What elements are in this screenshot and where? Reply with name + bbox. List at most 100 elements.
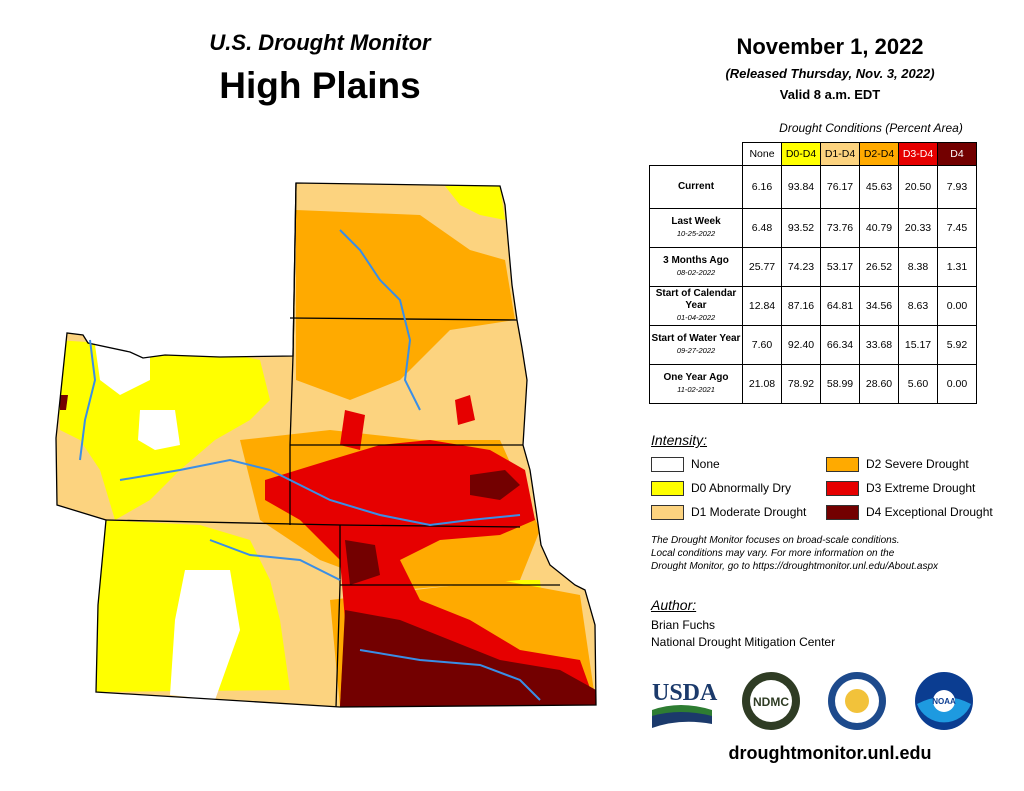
table-cell: 6.48 (742, 208, 782, 248)
legend-label: D4 Exceptional Drought (866, 505, 993, 519)
legend-swatch (651, 456, 684, 472)
table-row: Current 6.16 93.84 76.17 45.63 20.50 7.9… (649, 165, 977, 209)
table-cell: 7.60 (742, 325, 782, 365)
row-label: Current (677, 181, 715, 192)
legend-label: D3 Extreme Drought (866, 481, 976, 495)
row-date: 09-27-2022 (676, 346, 716, 355)
table-row: Start of Calendar Year 01-04-2022 12.84 8… (649, 286, 977, 326)
table-cell: 34.56 (859, 286, 899, 326)
noaa-logo: NOAA (915, 672, 973, 730)
table-cell: 66.34 (820, 325, 860, 365)
none-area-colorado (170, 570, 240, 700)
table-cell: 64.81 (820, 286, 860, 326)
table-cell: 26.52 (859, 247, 899, 287)
table-row: One Year Ago 11-02-2021 21.08 78.92 58.99… (649, 364, 977, 404)
row-label: Start of Water Year (651, 333, 741, 344)
legend-title: Intensity: (651, 432, 708, 448)
table-row: 3 Months Ago 08-02-2022 25.77 74.23 53.17… (649, 247, 977, 287)
drought-stats-table: None D0-D4 D1-D4 D2-D4 D3-D4 D4 Current … (649, 142, 977, 404)
table-cell: 15.17 (898, 325, 938, 365)
state-borders (55, 182, 597, 708)
table-cell: 7.45 (937, 208, 977, 248)
legend-item-d3: D3 Extreme Drought (826, 479, 975, 497)
legend-label: None (691, 457, 720, 471)
d4-area-nebraska-east (470, 470, 520, 500)
table-cell: 6.16 (742, 165, 782, 209)
usda-logo-text: USDA (652, 680, 718, 706)
legend-swatch (651, 480, 684, 496)
table-cell: 20.50 (898, 165, 938, 209)
map-date: November 1, 2022 (736, 34, 924, 59)
table-cell: 74.23 (781, 247, 821, 287)
drought-map (55, 182, 597, 708)
col-header-d4: D4 (937, 142, 977, 166)
map-title-top: U.S. Drought Monitor (209, 30, 431, 55)
note-line: Local conditions may vary. For more info… (651, 548, 895, 559)
legend-label: D1 Moderate Drought (691, 505, 807, 519)
none-area-montana (95, 345, 150, 395)
row-date: 11-02-2021 (677, 385, 715, 394)
d3-area-sd (340, 410, 365, 450)
table-cell: 40.79 (859, 208, 899, 248)
row-date: 01-04-2022 (676, 313, 716, 322)
release-date: (Released Thursday, Nov. 3, 2022) (725, 66, 935, 81)
row-date: 08-02-2022 (676, 268, 716, 277)
legend-label: D2 Severe Drought (866, 457, 969, 471)
rivers (79, 229, 541, 701)
ndmc-logo-text: NDMC (753, 695, 789, 709)
author-heading: Author: (651, 597, 697, 613)
table-cell: 93.84 (781, 165, 821, 209)
valid-time: Valid 8 a.m. EDT (779, 87, 881, 102)
table-cell: 76.17 (820, 165, 860, 209)
ndmc-logo: NDMC (742, 672, 800, 730)
legend-swatch (826, 480, 859, 496)
map-title-region: High Plains (219, 65, 421, 106)
none-area-wyoming (138, 410, 180, 450)
d0-area-northeast (445, 186, 505, 220)
table-cell: 93.52 (781, 208, 821, 248)
partner-logos: USDA NDMC NOAA (652, 672, 973, 730)
table-cell: 92.40 (781, 325, 821, 365)
author-info: Brian Fuchs National Drought Mitigation … (651, 617, 835, 651)
table-cell: 5.60 (898, 364, 938, 404)
noaa-logo-text: NOAA (932, 697, 956, 706)
table-cell: 28.60 (859, 364, 899, 404)
commerce-seal (828, 672, 886, 730)
author-name: Brian Fuchs (651, 618, 716, 632)
d4-area-nebraska-southwest (345, 540, 380, 585)
table-cell: 8.63 (898, 286, 938, 326)
usda-logo: USDA (652, 680, 718, 728)
col-header-none: None (742, 142, 782, 166)
row-label: 3 Months Ago (663, 255, 729, 266)
disclaimer-note: The Drought Monitor focuses on broad-sca… (651, 534, 1021, 573)
row-date: 10-25-2022 (676, 229, 716, 238)
table-caption: Drought Conditions (Percent Area) (779, 121, 963, 135)
table-cell: 53.17 (820, 247, 860, 287)
table-cell: 87.16 (781, 286, 821, 326)
col-header-d1-d4: D1-D4 (820, 142, 860, 166)
table-cell: 20.33 (898, 208, 938, 248)
row-label: Start of Calendar Year (655, 288, 737, 311)
legend-swatch (826, 456, 859, 472)
col-header-d2-d4: D2-D4 (859, 142, 899, 166)
author-org: National Drought Mitigation Center (651, 635, 836, 649)
table-cell: 25.77 (742, 247, 782, 287)
legend-item-d1: D1 Moderate Drought (651, 503, 806, 521)
table-cell: 5.92 (937, 325, 977, 365)
table-row: Start of Water Year 09-27-2022 7.60 92.40… (649, 325, 977, 365)
d4-area-kansas (340, 610, 596, 707)
d2-area-north (296, 210, 515, 400)
table-cell: 1.31 (937, 247, 977, 287)
table-row: Last Week 10-25-2022 6.48 93.52 73.76 40.… (649, 208, 977, 248)
table-cell: 78.92 (781, 364, 821, 404)
row-label: One Year Ago (663, 372, 729, 383)
table-header-row: None D0-D4 D1-D4 D2-D4 D3-D4 D4 (649, 142, 977, 166)
legend-item-none: None (651, 455, 720, 473)
drought-areas (56, 183, 596, 707)
row-label: Last Week (671, 216, 721, 227)
table-cell: 45.63 (859, 165, 899, 209)
website-link[interactable]: droughtmonitor.unl.edu (728, 743, 932, 763)
table-cell: 7.93 (937, 165, 977, 209)
col-header-d0-d4: D0-D4 (781, 142, 821, 166)
table-cell: 0.00 (937, 364, 977, 404)
